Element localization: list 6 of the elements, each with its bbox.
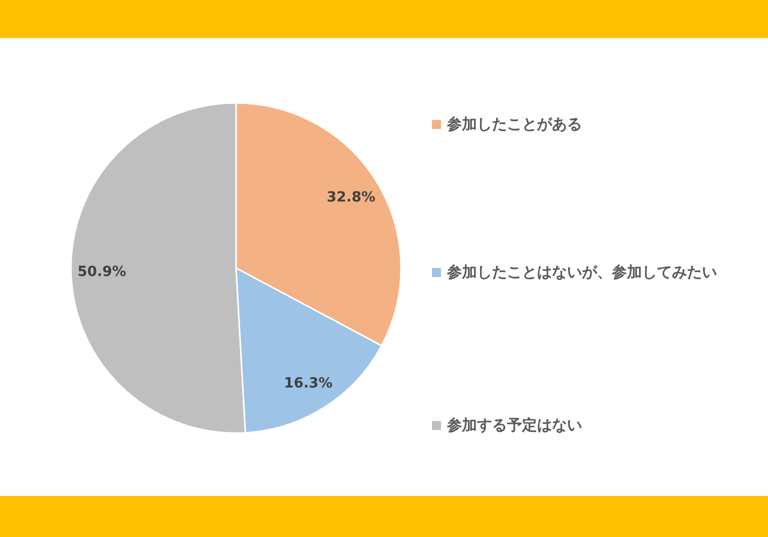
data-label: 16.3% [284, 375, 333, 392]
legend-label: 参加したことはないが、参加してみたい [446, 263, 717, 281]
legend-label: 参加する予定はない [446, 416, 582, 434]
legend-label: 参加したことがある [446, 115, 582, 133]
data-label: 50.9% [78, 264, 126, 280]
data-label: 32.8% [326, 190, 376, 206]
